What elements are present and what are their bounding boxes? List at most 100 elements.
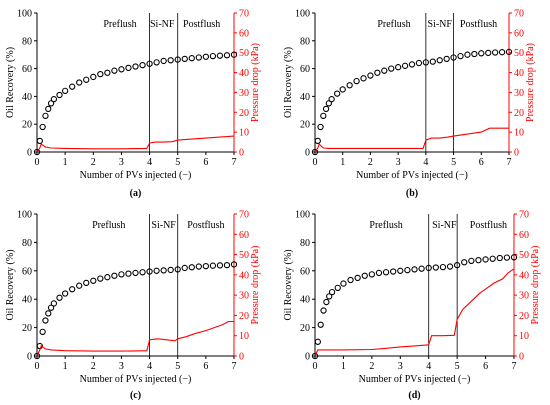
oil-recovery-point [425,264,432,272]
oil-recovery-point [167,266,174,274]
oil-recovery-point [90,277,97,284]
oil-recovery-point [209,262,217,269]
panel-label: (a) [130,188,142,199]
oil-recovery-series [33,261,238,360]
oil-recovery-point [485,49,492,57]
oil-recovery-point [375,269,383,277]
oil-recovery-point [76,79,83,86]
oil-recovery-point [346,82,353,89]
y-tick-label: 100 [295,9,310,20]
oil-recovery-point [153,267,160,274]
y-tick-label: 40 [22,92,32,103]
x-tick-label: 3 [119,157,124,168]
oil-recovery-point [478,50,485,57]
oil-recovery-point [443,55,450,63]
oil-recovery-point [471,50,478,58]
oil-recovery-point [334,284,341,291]
oil-recovery-point [61,87,69,94]
x-tick-label: 2 [369,361,374,372]
y2-tick-label: 30 [519,291,529,302]
oil-recovery-point [503,254,511,261]
stage-label: Si-NF [151,220,176,231]
chart-panel-3: Preflush Si-NF Postflush020406080100010203… [5,210,261,402]
stage-label: Preflush [92,220,125,231]
x-tick-label: 4 [426,361,431,372]
stage-label: Preflush [103,19,136,30]
oil-recovery-point [464,51,471,58]
y2-tick-label: 10 [239,331,249,342]
oil-recovery-point [83,279,90,287]
oil-recovery-point [496,254,503,262]
x-tick-label: 2 [91,157,96,168]
chart-panel-4: Preflush Si-NF Postflush020406080100010203… [283,210,541,402]
x-tick-label: 6 [483,361,488,372]
oil-recovery-point [223,261,231,269]
oil-recovery-point [174,266,181,273]
oil-recovery-point [97,275,104,282]
y2-tick-label: 10 [514,128,524,139]
oil-recovery-point [388,65,395,72]
oil-recovery-point [195,54,202,61]
y2-tick-label: 40 [239,68,249,79]
oil-recovery-point [422,59,430,66]
oil-recovery-point [146,268,153,275]
oil-recovery-point [505,48,513,56]
oil-recovery-point [311,148,319,156]
y2-tick-label: 70 [514,9,524,20]
oil-recovery-point [33,352,41,360]
x-tick-label: 5 [175,361,180,372]
y2-tick-label: 20 [239,108,249,119]
oil-recovery-point [42,112,49,120]
oil-recovery-point [360,75,367,82]
y-tick-label: 80 [300,238,310,249]
y2-axis-label: Pressure drop (kPa) [250,246,261,325]
oil-recovery-point [482,256,489,263]
panel-label: (c) [130,390,141,401]
y-tick-label: 80 [300,36,310,47]
pressure-drop-line [314,127,509,153]
oil-recovery-point [510,254,518,261]
y2-tick-label: 40 [514,68,524,79]
oil-recovery-point [202,53,210,60]
y-tick-label: 60 [300,266,310,277]
oil-recovery-point [397,267,404,274]
oil-recovery-point [118,66,125,73]
oil-recovery-point [45,105,52,113]
y2-tick-label: 10 [239,128,249,139]
oil-recovery-point [328,288,336,296]
oil-recovery-point [45,310,52,317]
oil-recovery-point [374,69,381,76]
oil-recovery-point [139,61,146,69]
x-tick-label: 1 [63,157,68,168]
panel-label: (d) [408,390,420,401]
x-tick-label: 1 [341,361,346,372]
x-tick-label: 1 [63,361,68,372]
stage-label: Si-NF [150,19,175,30]
y-tick-label: 100 [17,210,32,221]
y2-tick-label: 20 [239,311,249,322]
oil-recovery-series [311,254,518,360]
oil-recovery-point [230,51,238,58]
x-tick-label: 0 [35,361,40,372]
y-tick-label: 60 [300,64,310,75]
oil-recovery-point [33,148,41,156]
x-tick-label: 7 [232,361,237,372]
stage-label: Postflush [470,220,507,231]
x-tick-label: 6 [203,157,208,168]
oil-recovery-point [111,67,118,74]
oil-recovery-point [83,76,90,83]
x-tick-label: 0 [313,157,318,168]
oil-recovery-point [439,263,447,271]
y2-tick-label: 0 [239,352,244,363]
chart-panel-2: Preflush Si-NF Postflush020406080100010203… [283,9,536,200]
y-tick-label: 20 [300,323,310,334]
oil-recovery-point [188,55,195,62]
oil-recovery-point [125,270,132,277]
y-axis-label: Oil Recovery (%) [283,249,294,320]
oil-recovery-point [39,328,46,336]
stage-label: Postflush [460,19,497,30]
y-axis-label: Oil Recovery (%) [283,47,294,118]
y-tick-label: 60 [22,64,32,75]
y-tick-label: 20 [300,120,310,131]
x-tick-label: 2 [368,157,373,168]
